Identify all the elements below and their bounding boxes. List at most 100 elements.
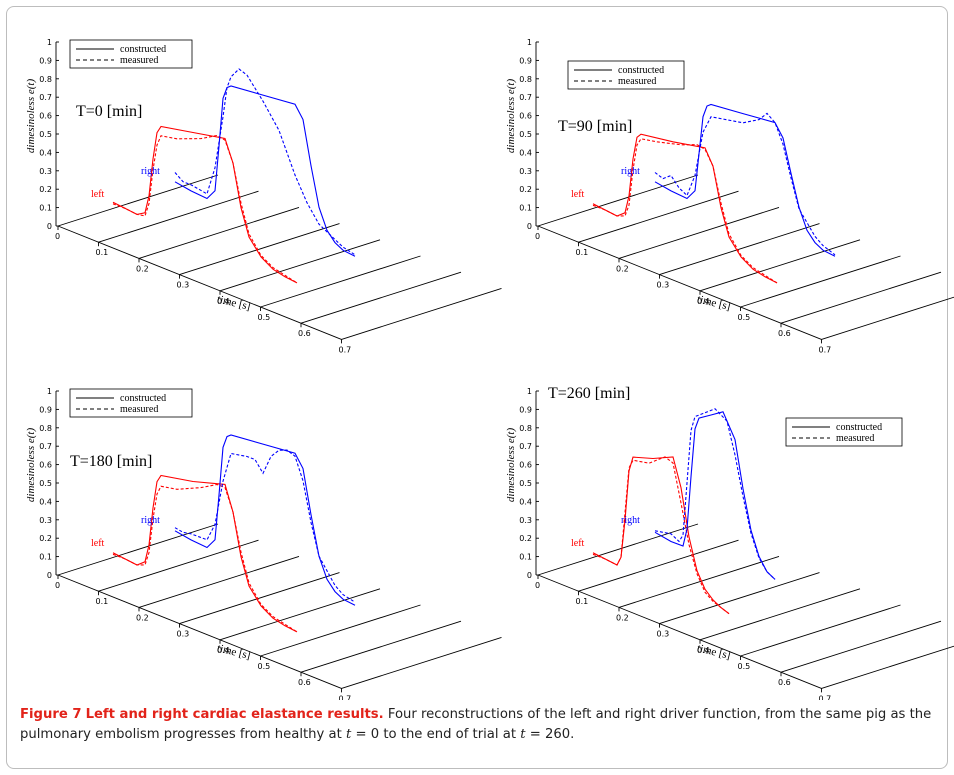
x-tick-label: 0.1 <box>576 597 589 606</box>
grid-line <box>341 636 502 689</box>
y-tick-label: 0.1 <box>39 553 52 562</box>
grid-line <box>821 296 954 340</box>
grid-line <box>740 255 901 308</box>
series-left-measured <box>112 483 298 633</box>
x-tick-label: 0.6 <box>298 329 311 338</box>
caption-var-t1: t <box>520 727 526 742</box>
grid-line <box>780 620 942 673</box>
x-tick-label: 0.3 <box>657 281 670 290</box>
figure-caption: Figure 7 Left and right cardiac elastance… <box>20 705 945 745</box>
grid-line <box>260 604 421 657</box>
x-tick-label: 0.4 <box>217 646 230 655</box>
panel-title: T=180 [min] <box>70 453 152 470</box>
y-tick-label: 0.4 <box>39 497 52 506</box>
y-tick-label: 0.9 <box>39 56 52 65</box>
series-right-measured <box>654 408 776 580</box>
x-tick-label: 0.7 <box>339 694 352 700</box>
label-right-chamber: right <box>621 515 640 526</box>
caption-middle: to the end of trial at <box>383 727 516 742</box>
grid-line <box>260 255 421 308</box>
x-axis-line <box>57 574 342 689</box>
series-left-measured <box>592 138 778 284</box>
grid-line <box>300 271 462 324</box>
y-tick-label: 0.6 <box>39 112 52 121</box>
figure-frame <box>6 6 948 769</box>
x-tick-label: 0.1 <box>576 248 589 257</box>
grid-line <box>138 555 300 608</box>
y-tick-label: 0.4 <box>519 497 532 506</box>
grid-line <box>659 572 820 625</box>
x-tick-label: 0.4 <box>697 297 710 306</box>
grid-line <box>300 620 462 673</box>
grid-line <box>138 206 300 259</box>
series-right-measured <box>174 68 356 256</box>
x-tick-label: 0.5 <box>738 662 751 671</box>
legend-box <box>785 417 903 447</box>
x-tick-label: 0.4 <box>697 646 710 655</box>
grid-line <box>537 523 699 576</box>
label-right-chamber: right <box>141 515 160 526</box>
y-tick-label: 0.2 <box>519 534 532 543</box>
series-left-constructed <box>112 125 298 284</box>
caption-var-t0: t <box>345 727 352 742</box>
grid-line <box>821 645 954 689</box>
y-tick-label: 0.7 <box>519 93 532 102</box>
y-tick-label: 1 <box>47 38 52 47</box>
series-left-measured <box>592 456 730 615</box>
grid-line <box>179 223 340 276</box>
y-tick-label: 0.3 <box>519 167 532 176</box>
x-tick-label: 0.1 <box>96 248 109 257</box>
label-left-chamber: left <box>91 538 105 549</box>
y-axis-label: dimesinoless e(t) <box>505 428 517 503</box>
y-tick-label: 0.8 <box>39 424 52 433</box>
y-tick-label: 0 <box>527 571 532 580</box>
series-right-constructed <box>654 103 836 257</box>
x-tick-label: 0.3 <box>177 281 190 290</box>
legend-label-constructed: constructed <box>120 44 166 55</box>
y-tick-label: 0.3 <box>39 516 52 525</box>
x-tick-label: 0.2 <box>616 264 629 273</box>
label-left-chamber: left <box>91 189 105 200</box>
grid-line <box>618 206 780 259</box>
y-tick-label: 0.7 <box>519 442 532 451</box>
series-right-measured <box>654 112 836 256</box>
y-axis-label: dimesinoless e(t) <box>25 79 37 154</box>
y-tick-label: 0.6 <box>519 112 532 121</box>
x-tick-label: 0.5 <box>738 313 751 322</box>
figure-label: Figure 7 <box>20 707 82 722</box>
x-axis-label: time [s] <box>216 642 252 662</box>
y-tick-label: 0.1 <box>519 553 532 562</box>
grid-line <box>659 223 820 276</box>
x-tick-label: 0 <box>55 232 60 241</box>
legend-box <box>567 60 685 90</box>
chart-panel-0: 0 0.1 0.2 0.3 0.4 0.5 0.6 0.7 0 0.1 0.2 0.3 0.4 0.5 0.… <box>25 38 502 354</box>
y-tick-label: 0.9 <box>519 405 532 414</box>
y-axis-label: dimesinoless e(t) <box>25 428 37 503</box>
x-tick-label: 0 <box>55 581 60 590</box>
y-tick-label: 0.2 <box>39 534 52 543</box>
legend-box <box>69 388 193 418</box>
grid-line <box>578 539 739 592</box>
x-axis-line <box>57 225 342 340</box>
grid-line <box>98 190 259 243</box>
caption-value-t0: = 0 <box>355 727 380 742</box>
grid-line <box>618 555 780 608</box>
y-tick-label: 0.4 <box>39 148 52 157</box>
series-right-constructed <box>654 411 776 580</box>
legend-label-constructed: constructed <box>836 422 882 433</box>
x-tick-label: 0 <box>535 232 540 241</box>
y-tick-label: 0.8 <box>519 424 532 433</box>
x-tick-label: 0.2 <box>616 613 629 622</box>
y-tick-label: 0.6 <box>39 461 52 470</box>
y-tick-label: 0 <box>47 222 52 231</box>
grid-line <box>98 539 259 592</box>
x-axis-label: time [s] <box>696 293 732 313</box>
panel-title: T=90 [min] <box>558 118 632 135</box>
label-left-chamber: left <box>571 189 585 200</box>
y-tick-label: 0.5 <box>519 130 532 139</box>
grid-line <box>740 604 901 657</box>
y-tick-label: 0.3 <box>39 167 52 176</box>
series-left-constructed <box>112 474 298 633</box>
